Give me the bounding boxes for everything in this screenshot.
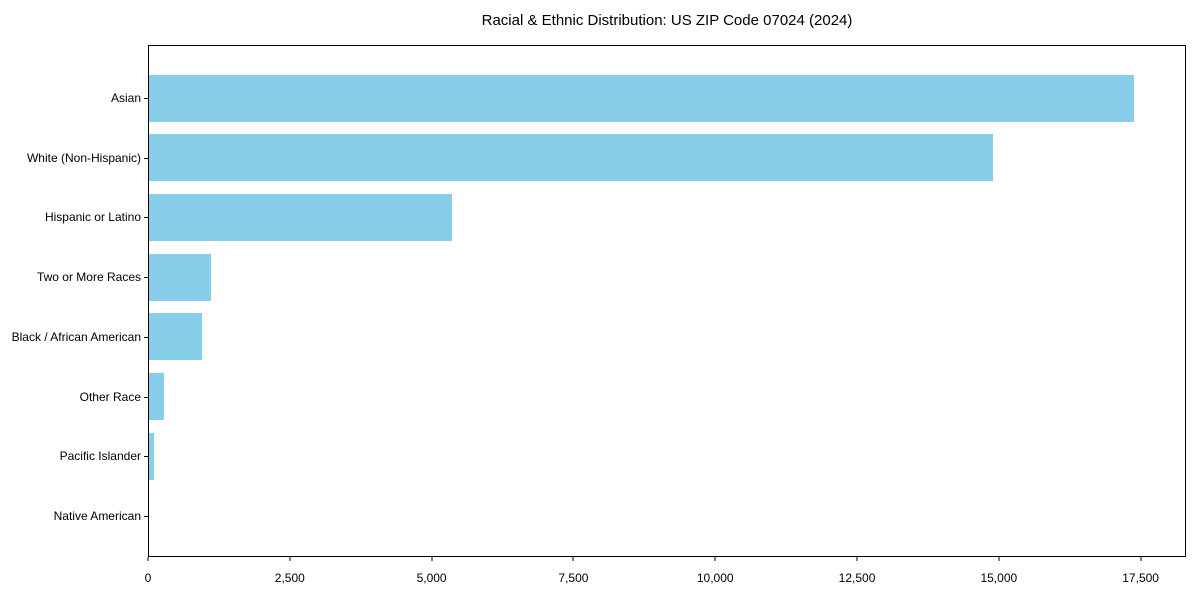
chart-title: Racial & Ethnic Distribution: US ZIP Cod… [481, 12, 853, 29]
bar-row [149, 373, 1185, 421]
x-tick-mark [431, 557, 433, 561]
y-tick-mark [144, 336, 148, 338]
x-tick-label: 12,500 [838, 571, 876, 585]
bar [149, 134, 993, 182]
y-tick-label: Asian [110, 91, 141, 105]
bar-row [149, 134, 1185, 182]
y-tick-label: Two or More Races [36, 270, 141, 285]
bar [149, 432, 155, 480]
bar-row [149, 253, 1185, 301]
bar-row [149, 432, 1185, 480]
y-tick-mark [144, 277, 148, 279]
y-tick-mark [144, 456, 148, 458]
x-tick-mark [572, 557, 574, 561]
y-tick-mark [144, 396, 148, 398]
plot-area: Asian White (Non-Hispanic) Hispanic or Lat… [12, 45, 1186, 557]
bar [149, 74, 1135, 122]
x-tick-label: 10,000 [696, 571, 734, 585]
bar [149, 373, 164, 421]
x-tick-mark [289, 557, 291, 561]
y-tick-label: Other Race [79, 389, 141, 404]
y-tick-label: Hispanic or Latino [44, 210, 141, 225]
bar-row [149, 313, 1185, 361]
x-tick-mark [147, 557, 149, 561]
x-tick-label: 0 [144, 571, 152, 585]
bar-row [149, 492, 1185, 539]
x-tick-label: 17,500 [1122, 571, 1159, 585]
x-tick-label: 5,000 [416, 571, 447, 585]
x-tick-mark [1140, 557, 1142, 561]
x-tick-mark [998, 557, 1000, 561]
x-tick-label: 15,000 [980, 571, 1018, 585]
x-tick-label: 2,500 [274, 571, 305, 585]
bars-layer [149, 46, 1185, 556]
bar [149, 313, 202, 361]
bar-row [149, 193, 1185, 241]
y-tick-mark [144, 98, 148, 99]
x-tick-mark [856, 557, 858, 561]
x-axis: 0 2,500 5,000 7,500 10,000 12,500 15,000 17,500 [144, 557, 1186, 600]
bar [149, 253, 212, 301]
bar-row [149, 74, 1185, 122]
x-tick-mark [714, 557, 716, 561]
y-tick-mark [144, 217, 148, 219]
y-tick-label: Pacific Islander [59, 449, 141, 464]
y-tick-label: White (Non-Hispanic) [26, 150, 141, 165]
y-tick-label: Native American [53, 508, 141, 523]
x-tick-label: 7,500 [558, 571, 589, 585]
y-tick-label: Black / African American [11, 329, 141, 344]
y-tick-mark [144, 157, 148, 159]
bar [149, 193, 452, 241]
y-tick-mark [144, 515, 148, 517]
